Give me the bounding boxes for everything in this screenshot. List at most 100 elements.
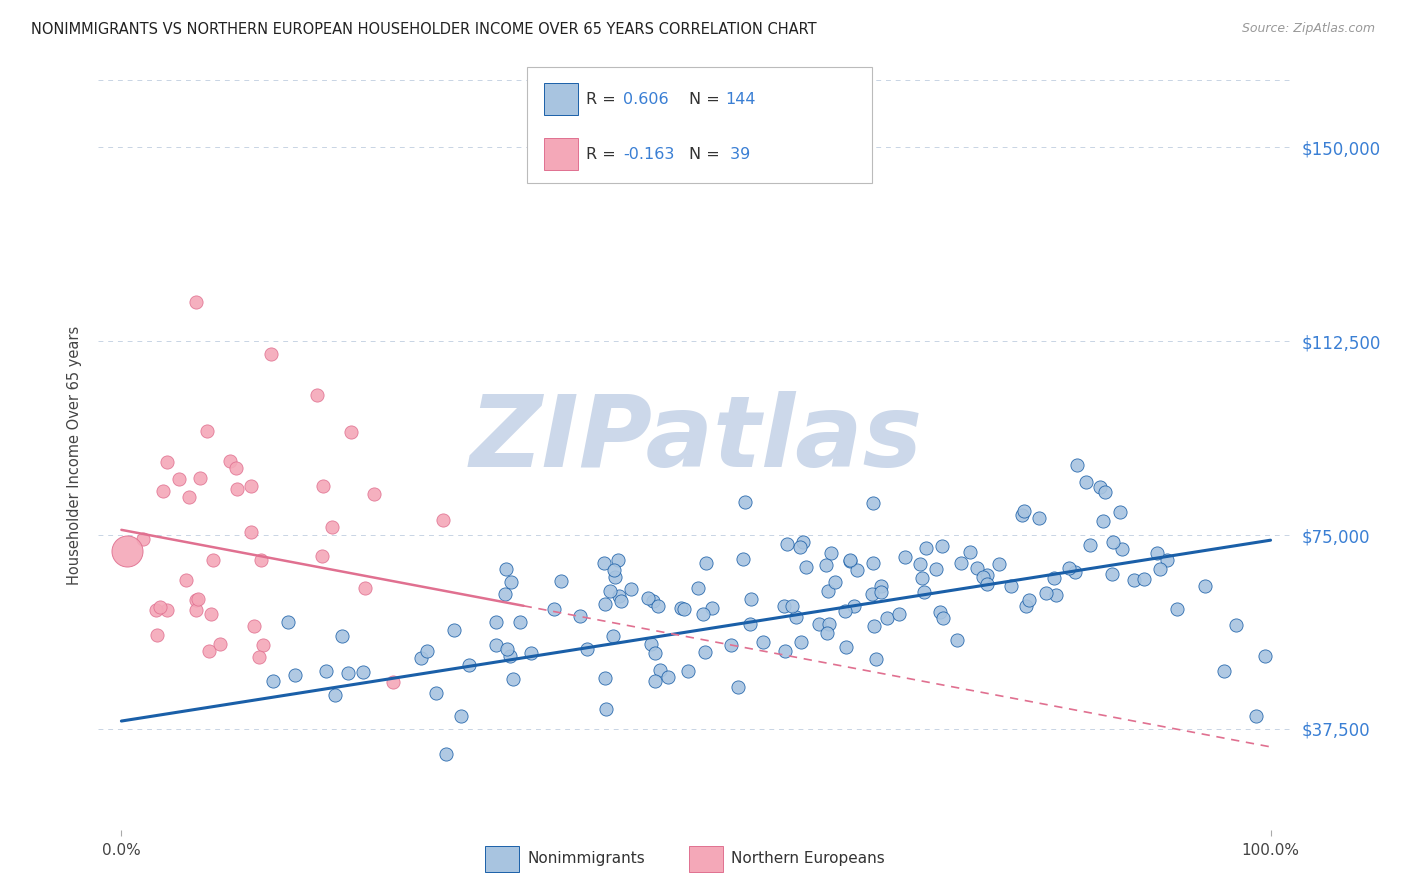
Point [862,557,884,571]
Point [312,479,335,493]
Point [321,519,343,533]
Point [499,575,522,590]
Point [862,496,884,510]
Point [976,577,998,591]
Point [250,552,273,566]
Point [673,602,696,616]
Point [219,453,242,467]
Point [187,592,209,607]
Point [607,589,630,603]
Text: -0.163: -0.163 [623,147,675,161]
Point [834,604,856,618]
Point [208,637,231,651]
Point [669,601,692,615]
Point [1101,567,1123,582]
Text: ZIPatlas: ZIPatlas [470,392,922,489]
Point [789,540,811,554]
Point [195,424,218,438]
Point [1149,561,1171,575]
Point [870,585,893,599]
Point [443,624,465,638]
Text: Northern Europeans: Northern Europeans [731,852,884,866]
Point [815,558,838,572]
Point [966,560,988,574]
Point [569,609,592,624]
Point [575,641,598,656]
Point [184,592,207,607]
Point [305,388,328,402]
Point [1091,514,1114,528]
Point [1212,664,1234,678]
Point [226,483,249,497]
Point [411,651,433,665]
Point [644,673,666,688]
Text: N =: N = [689,92,725,106]
Point [720,638,742,652]
Point [946,632,969,647]
Point [692,607,714,621]
Point [863,619,886,633]
Point [1014,599,1036,613]
Point [146,628,169,642]
Point [734,494,756,508]
Point [1045,588,1067,602]
Point [931,539,953,553]
Point [912,584,935,599]
Point [839,553,862,567]
Point [1194,579,1216,593]
Point [785,609,807,624]
Point [509,615,531,629]
Point [225,460,247,475]
Point [860,586,883,600]
Point [1166,602,1188,616]
Point [1064,565,1087,579]
Point [595,597,617,611]
Text: N =: N = [689,147,725,161]
Point [676,664,699,678]
Point [1122,573,1144,587]
Point [738,616,761,631]
Point [1066,458,1088,473]
Point [815,625,838,640]
Point [605,570,627,584]
Point [188,471,211,485]
Text: Source: ZipAtlas.com: Source: ZipAtlas.com [1241,22,1375,36]
Point [637,591,659,605]
Point [602,629,624,643]
Point [776,537,799,551]
Point [202,553,225,567]
Point [520,646,543,660]
Point [817,584,839,599]
Point [145,603,167,617]
Point [657,670,679,684]
Point [752,635,775,649]
Point [352,665,374,679]
Point [1088,480,1111,494]
Point [176,573,198,587]
Point [1132,572,1154,586]
Point [330,628,353,642]
Point [842,599,865,613]
Point [156,455,179,469]
Point [1011,508,1033,522]
Point [773,599,796,613]
Point [1018,593,1040,607]
Point [647,599,669,613]
Point [610,594,633,608]
Point [606,553,628,567]
Point [1225,618,1247,632]
Point [887,607,910,621]
Point [620,582,643,597]
Point [432,512,454,526]
Point [1028,511,1050,525]
Point [595,701,617,715]
Point [838,554,860,568]
Point [914,541,936,555]
Point [987,558,1010,572]
Point [494,587,516,601]
Point [284,668,307,682]
Point [1108,505,1130,519]
Point [700,601,723,615]
Text: 0.606: 0.606 [623,92,668,106]
Point [648,663,671,677]
